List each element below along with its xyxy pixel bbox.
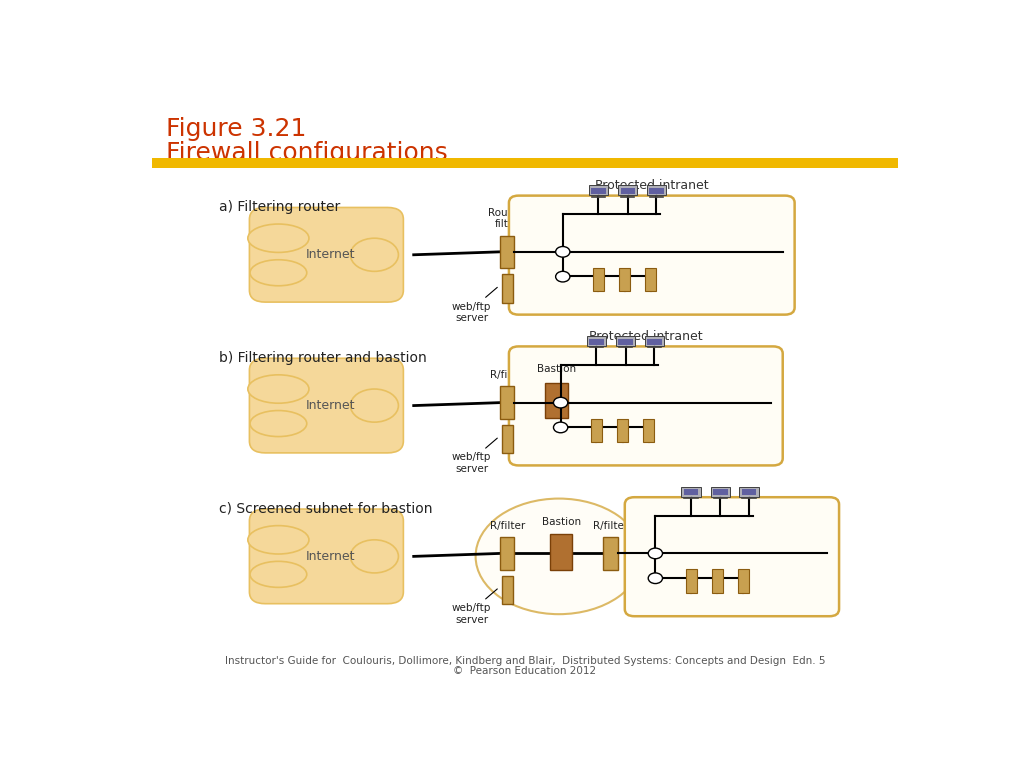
- Ellipse shape: [248, 224, 309, 253]
- Bar: [587, 336, 606, 346]
- Bar: [589, 185, 608, 195]
- Bar: [621, 187, 635, 194]
- FancyBboxPatch shape: [509, 196, 795, 315]
- FancyBboxPatch shape: [250, 509, 403, 604]
- Text: R/filter: R/filter: [593, 521, 628, 531]
- Text: R/filter: R/filter: [489, 370, 525, 380]
- Ellipse shape: [250, 260, 307, 286]
- Text: web/ftp
server: web/ftp server: [452, 452, 492, 474]
- Circle shape: [554, 422, 567, 432]
- Bar: [500, 236, 514, 268]
- Bar: [152, 158, 898, 168]
- Text: Internet: Internet: [305, 550, 355, 563]
- Bar: [684, 489, 698, 495]
- Ellipse shape: [475, 498, 642, 614]
- Bar: [643, 419, 654, 442]
- Bar: [546, 382, 567, 418]
- Bar: [502, 576, 513, 604]
- Bar: [647, 339, 662, 345]
- Text: Protected intranet: Protected intranet: [589, 330, 702, 343]
- FancyBboxPatch shape: [250, 207, 403, 302]
- Bar: [589, 339, 603, 345]
- Bar: [645, 268, 656, 291]
- Text: a) Filtering router: a) Filtering router: [219, 200, 341, 214]
- Ellipse shape: [250, 411, 307, 436]
- Text: ©  Pearson Education 2012: © Pearson Education 2012: [454, 666, 596, 676]
- Bar: [620, 268, 630, 291]
- Text: Instructor's Guide for  Coulouris, Dollimore, Kindberg and Blair,  Distributed S: Instructor's Guide for Coulouris, Dollim…: [224, 656, 825, 666]
- Text: Bastion: Bastion: [537, 364, 577, 374]
- Bar: [711, 487, 730, 497]
- Bar: [500, 537, 514, 570]
- Bar: [739, 487, 759, 497]
- FancyBboxPatch shape: [250, 359, 403, 453]
- Text: Router/
filter: Router/ filter: [488, 208, 526, 230]
- Bar: [502, 274, 513, 303]
- Bar: [645, 336, 664, 346]
- Bar: [712, 569, 723, 593]
- Text: web/ftp
server: web/ftp server: [452, 603, 492, 624]
- Text: Protected intranet: Protected intranet: [595, 179, 709, 192]
- Bar: [550, 535, 572, 570]
- Ellipse shape: [250, 561, 307, 588]
- Bar: [618, 185, 638, 195]
- Text: web/ftp
server: web/ftp server: [452, 302, 492, 323]
- Bar: [682, 487, 700, 497]
- Bar: [502, 425, 513, 453]
- Bar: [500, 386, 514, 419]
- Bar: [738, 569, 749, 593]
- Ellipse shape: [350, 540, 398, 573]
- Bar: [713, 489, 728, 495]
- Bar: [685, 569, 696, 593]
- Circle shape: [556, 247, 570, 257]
- Text: Internet: Internet: [305, 248, 355, 261]
- Circle shape: [556, 271, 570, 282]
- Text: c) Screened subnet for bastion: c) Screened subnet for bastion: [219, 502, 433, 516]
- Bar: [741, 489, 757, 495]
- Bar: [616, 336, 635, 346]
- Circle shape: [554, 397, 567, 408]
- Bar: [603, 537, 617, 570]
- Bar: [649, 187, 664, 194]
- Text: Internet: Internet: [305, 399, 355, 412]
- Text: Figure 3.21: Figure 3.21: [166, 117, 306, 141]
- FancyBboxPatch shape: [625, 497, 839, 616]
- Ellipse shape: [350, 389, 398, 422]
- Bar: [591, 187, 606, 194]
- Bar: [647, 185, 666, 195]
- Text: Bastion: Bastion: [542, 518, 581, 528]
- Text: R/filter: R/filter: [489, 521, 525, 531]
- Ellipse shape: [248, 525, 309, 554]
- Bar: [617, 419, 628, 442]
- Bar: [591, 419, 602, 442]
- Ellipse shape: [350, 238, 398, 271]
- FancyBboxPatch shape: [509, 346, 782, 465]
- Bar: [618, 339, 633, 345]
- Ellipse shape: [248, 375, 309, 403]
- Bar: [593, 268, 604, 291]
- Text: b) Filtering router and bastion: b) Filtering router and bastion: [219, 351, 427, 365]
- Circle shape: [648, 573, 663, 584]
- Text: Firewall configurations: Firewall configurations: [166, 141, 447, 164]
- Circle shape: [648, 548, 663, 559]
